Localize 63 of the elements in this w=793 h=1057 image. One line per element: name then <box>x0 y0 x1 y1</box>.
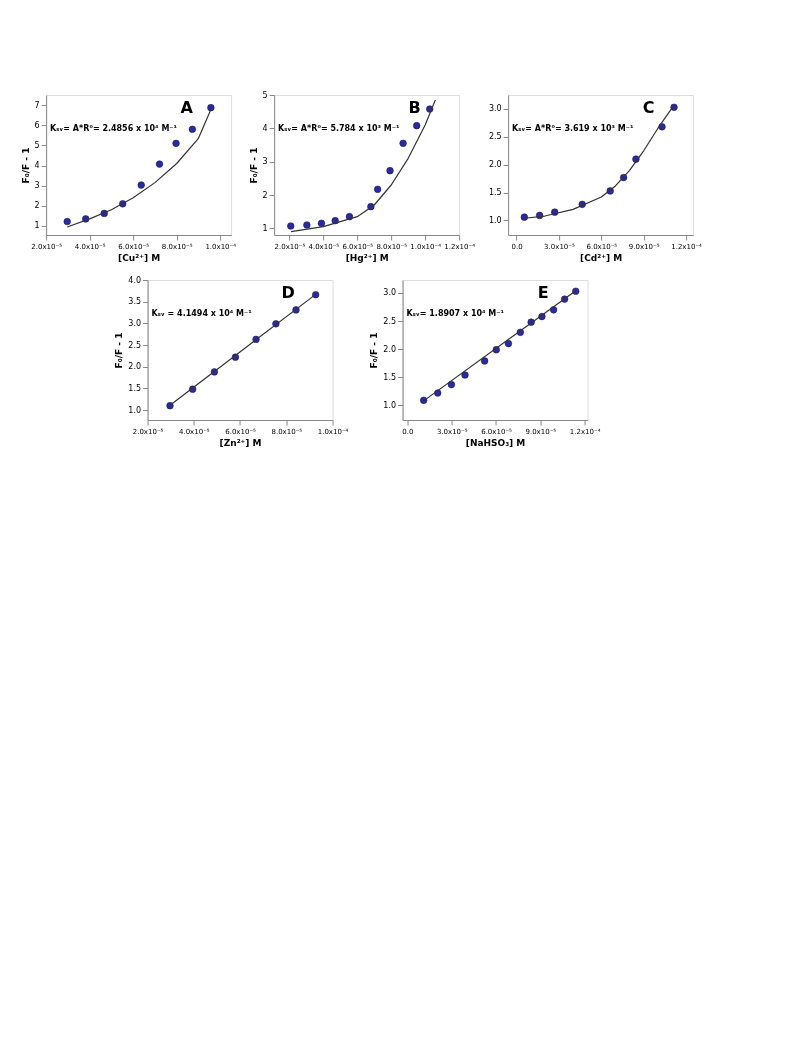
y-tick-label: 2 <box>34 201 40 211</box>
y-tick-label: 2.5 <box>383 316 397 326</box>
annotation: Kₛᵥ= A*R⁰= 3.619 x 10³ M⁻¹ <box>512 124 635 133</box>
annotation: D <box>281 283 295 302</box>
point <box>155 160 164 168</box>
annotation: Kₛᵥ= A*R⁰= 2.4856 x 10⁴ M⁻¹ <box>50 124 178 133</box>
x-axis-title: [NaHSO₃] M <box>465 437 526 448</box>
y-tick-label: 4.0 <box>128 275 142 285</box>
y-tick-label: 2.0 <box>383 344 397 354</box>
annotation: B <box>408 98 421 117</box>
point <box>461 371 469 379</box>
y-tick-label: 1.5 <box>488 188 502 198</box>
annotation: Kₛᵥ = 4.1494 x 10⁴ M⁻¹ <box>151 309 253 318</box>
y-tick-label: 2.0 <box>128 362 142 372</box>
x-axis-title: [Cd²⁺] M <box>580 252 623 263</box>
y-axis-title: F₀/F - 1 <box>369 332 380 369</box>
y-tick-label: 3 <box>262 157 268 167</box>
x-axis-title: [Zn²⁺] M <box>219 437 262 448</box>
point <box>137 181 145 189</box>
y-tick-label: 2.5 <box>128 340 142 350</box>
y-tick-label: 1.5 <box>383 372 397 382</box>
y-tick-label: 2.0 <box>488 160 502 170</box>
point <box>287 222 295 230</box>
point <box>172 139 180 147</box>
annotation: C <box>642 98 655 117</box>
y-tick-label: 1.0 <box>128 405 142 415</box>
annotation: E <box>537 283 549 302</box>
y-axis-title: F₀/F - 1 <box>20 147 31 184</box>
annotation: Kₛᵥ= 1.8907 x 10⁴ M⁻¹ <box>406 309 505 318</box>
y-tick-label: 3.5 <box>128 297 142 307</box>
y-tick-label: 1 <box>262 223 268 233</box>
y-tick-label: 1.0 <box>488 216 502 225</box>
point <box>386 167 394 175</box>
point <box>63 217 71 226</box>
point <box>399 139 407 147</box>
y-tick-label: 1.0 <box>383 400 397 410</box>
y-tick-label: 3.0 <box>128 318 142 328</box>
y-tick-label: 7 <box>34 100 40 110</box>
y-tick-label: 5 <box>34 140 40 150</box>
x-axis-title: [Hg²⁺] M <box>345 252 389 263</box>
point <box>413 122 421 130</box>
point <box>188 125 196 133</box>
annotation: A <box>180 98 194 117</box>
y-tick-label: 6 <box>34 120 40 130</box>
point <box>374 185 382 193</box>
y-tick-label: 4 <box>262 123 268 133</box>
y-tick-label: 2 <box>262 190 268 200</box>
point <box>481 357 489 365</box>
y-tick-label: 1 <box>34 221 40 231</box>
y-tick-label: 4 <box>34 161 40 170</box>
y-tick-label: 3.0 <box>488 104 502 114</box>
point <box>504 339 513 348</box>
y-tick-label: 3.0 <box>383 288 397 298</box>
y-tick-label: 1.5 <box>128 383 142 393</box>
annotation: Kₛᵥ= A*R⁰= 5.784 x 10³ M⁻¹ <box>278 124 401 133</box>
y-axis-title: F₀/F - 1 <box>114 332 125 369</box>
y-tick-label: 5 <box>262 90 268 100</box>
y-tick-label: 3 <box>34 181 40 191</box>
point <box>303 221 311 229</box>
x-axis-title: [Cu²⁺] M <box>118 252 161 263</box>
y-axis-title: F₀/F - 1 <box>248 147 259 184</box>
y-tick-label: 2.5 <box>488 132 502 142</box>
point <box>317 219 326 227</box>
